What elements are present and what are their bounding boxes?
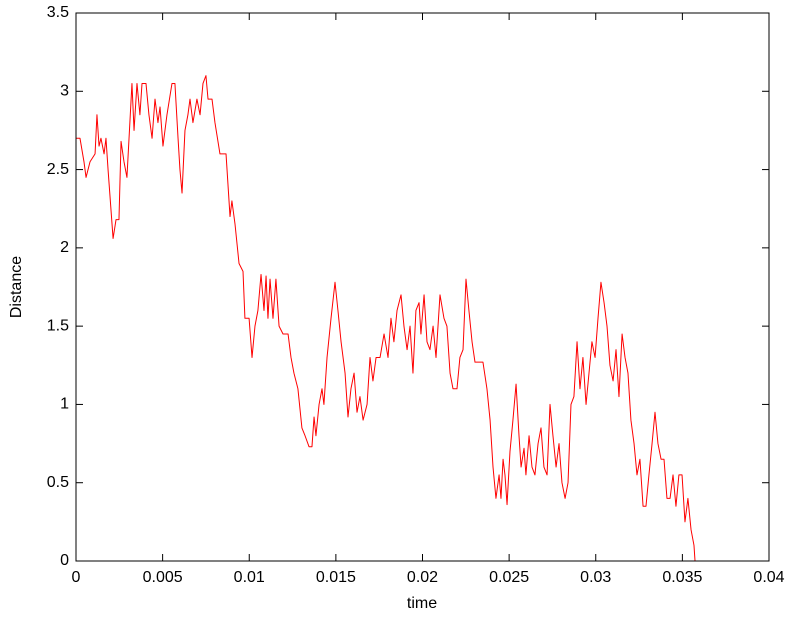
y-tick-label: 1 xyxy=(60,396,69,413)
x-axis-label: time xyxy=(407,595,437,612)
y-tick-label: 2.5 xyxy=(47,161,69,178)
plot-area xyxy=(76,13,769,561)
y-tick-label: 0 xyxy=(60,552,69,569)
x-tick-label: 0.025 xyxy=(489,569,529,586)
axes-box xyxy=(75,12,770,562)
x-tick-label: 0 xyxy=(72,569,81,586)
x-tick-label: 0.015 xyxy=(316,569,356,586)
y-axis-label: Distance xyxy=(8,256,25,318)
y-tick-label: 1.5 xyxy=(47,317,69,334)
x-tick-label: 0.04 xyxy=(753,569,784,586)
y-tick-label: 3.5 xyxy=(47,4,69,21)
y-tick-label: 2 xyxy=(60,239,69,256)
x-tick-label: 0.005 xyxy=(143,569,183,586)
x-tick-label: 0.035 xyxy=(662,569,702,586)
x-tick-label: 0.03 xyxy=(580,569,611,586)
data-line xyxy=(76,75,696,562)
x-tick-label: 0.01 xyxy=(234,569,265,586)
x-tick-label: 0.02 xyxy=(407,569,438,586)
y-tick-label: 0.5 xyxy=(47,474,69,491)
y-tick-label: 3 xyxy=(60,83,69,100)
